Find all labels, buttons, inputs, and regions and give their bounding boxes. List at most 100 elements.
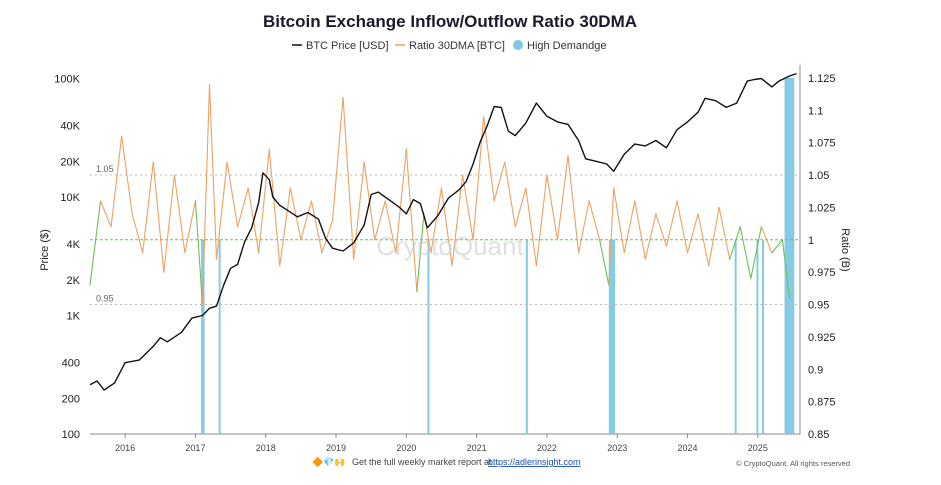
y-left-tick-label: 10K — [60, 192, 80, 204]
y-right-tick-label: 0.875 — [808, 397, 836, 409]
ratio-segment — [504, 161, 516, 228]
legend: BTC Price [USD] Ratio 30DMA [BTC] High D… — [292, 40, 607, 52]
y-left-tick-label: 200 — [62, 393, 80, 405]
ratio-segment — [644, 213, 657, 260]
ratio-segment — [718, 206, 731, 260]
x-tick-label: 2024 — [678, 443, 698, 453]
ratio-segment — [535, 174, 548, 267]
ratio-segment — [289, 187, 302, 241]
y-right-tick-label: 0.95 — [808, 300, 829, 312]
ratio-segment — [201, 83, 211, 306]
ratio-segment — [405, 148, 418, 293]
high-demand-band — [201, 239, 205, 434]
legend-demand-label: High Demandge — [527, 40, 607, 52]
ratio-segment — [771, 239, 783, 254]
ratio-segment — [300, 200, 312, 241]
ratio-segment — [760, 226, 773, 254]
copyright: © CryptoQuant. All rights reserved — [736, 459, 850, 468]
y-left-tick-label: 100K — [54, 74, 80, 86]
ratio-segment — [750, 226, 762, 280]
y-right-tick-label: 0.9 — [808, 364, 823, 376]
ratio-segment — [226, 161, 239, 228]
ratio-segment — [416, 213, 425, 293]
ratio-segment — [268, 148, 281, 267]
y-left-tick-label: 4K — [67, 239, 81, 251]
high-demand-band — [756, 239, 759, 434]
high-demand-band — [427, 239, 430, 434]
high-demand-band — [218, 239, 221, 434]
ratio-segment — [331, 96, 344, 221]
ratio-segment — [613, 187, 625, 254]
ratio-segment — [739, 226, 752, 280]
y-left-tick-label: 40K — [60, 121, 80, 133]
ratio-segment — [462, 174, 474, 241]
x-tick-label: 2018 — [256, 443, 276, 453]
legend-price-label: BTC Price [USD] — [306, 40, 389, 52]
x-tick-label: 2016 — [115, 443, 135, 453]
ratio-segment — [578, 200, 590, 254]
ratio-segment — [110, 135, 123, 228]
ratio-segment — [384, 200, 397, 254]
ratio-segment — [556, 155, 569, 241]
ratio-segment — [514, 187, 527, 228]
ratio-segment — [634, 200, 646, 260]
ratio-segment — [152, 161, 165, 273]
y-left-tick-label: 400 — [62, 358, 80, 370]
y-right-tick-label: 1 — [808, 235, 814, 247]
ratio-segment — [163, 174, 175, 273]
y-right-tick-label: 1.05 — [808, 170, 829, 182]
ratio-segment — [451, 174, 464, 267]
y-right-tick-label: 1.075 — [808, 138, 836, 150]
high-demand-band — [762, 239, 765, 434]
ratio-segment — [588, 200, 601, 241]
ratio-segment — [608, 187, 615, 286]
ratio-segment — [623, 200, 636, 254]
ratio-segment — [395, 148, 407, 254]
y-left-tick-label: 2K — [67, 275, 81, 287]
x-tick-label: 2021 — [467, 443, 487, 453]
legend-ratio-label: Ratio 30DMA [BTC] — [409, 40, 505, 52]
y-right-tick-label: 1.1 — [808, 105, 823, 117]
ratio-segment — [342, 96, 355, 260]
ratio-segment — [525, 187, 537, 267]
ratio-segment — [697, 213, 710, 267]
price-line — [89, 72, 797, 391]
ratio-segment — [194, 200, 204, 306]
ratio-segment — [676, 200, 689, 254]
ratio-segment — [729, 226, 741, 260]
ratio-segment — [567, 155, 580, 254]
high-demand-band-upper — [784, 77, 795, 240]
ratio-segment — [237, 187, 249, 228]
x-tick-label: 2019 — [326, 443, 346, 453]
ratio-segment — [89, 200, 102, 286]
ratio-segment — [208, 83, 218, 260]
ratio-segment — [546, 174, 559, 241]
footer-text: Get the full weekly market report at — [352, 457, 492, 467]
x-tick-label: 2022 — [537, 443, 557, 453]
y-left-tick-label: 100 — [62, 429, 80, 441]
watermark: CryptoQuant — [376, 231, 524, 261]
footer-link[interactable]: https://adlerinsight.com — [488, 457, 581, 467]
reference-line-label: 1.05 — [96, 164, 114, 174]
y-left-tick-label: 1K — [67, 311, 81, 323]
ratio-segment — [686, 213, 699, 254]
ratio-segment — [121, 135, 133, 215]
x-tick-label: 2020 — [396, 443, 416, 453]
plot-area: 1.05 0.95 100 200 400 1K 2K 4K 10K 20K 40K 100K 0.85… — [54, 65, 836, 453]
ratio-segment — [440, 187, 453, 267]
high-demand-band — [525, 239, 528, 434]
ratio-segment — [472, 116, 485, 241]
ratio-segment — [99, 200, 112, 228]
legend-demand-dot — [513, 40, 523, 50]
ratio-segment — [173, 174, 186, 254]
y-right-tick-label: 0.85 — [808, 429, 829, 441]
y-axis-right-label: Ratio (B) — [839, 228, 851, 271]
ratio-segment — [655, 213, 667, 247]
ratio-segment — [353, 161, 365, 260]
footer-icons: 🔶💎🙌 — [312, 456, 346, 467]
high-demand-band — [784, 239, 795, 434]
ratio-segment — [131, 213, 144, 254]
ratio-segment — [310, 200, 323, 254]
